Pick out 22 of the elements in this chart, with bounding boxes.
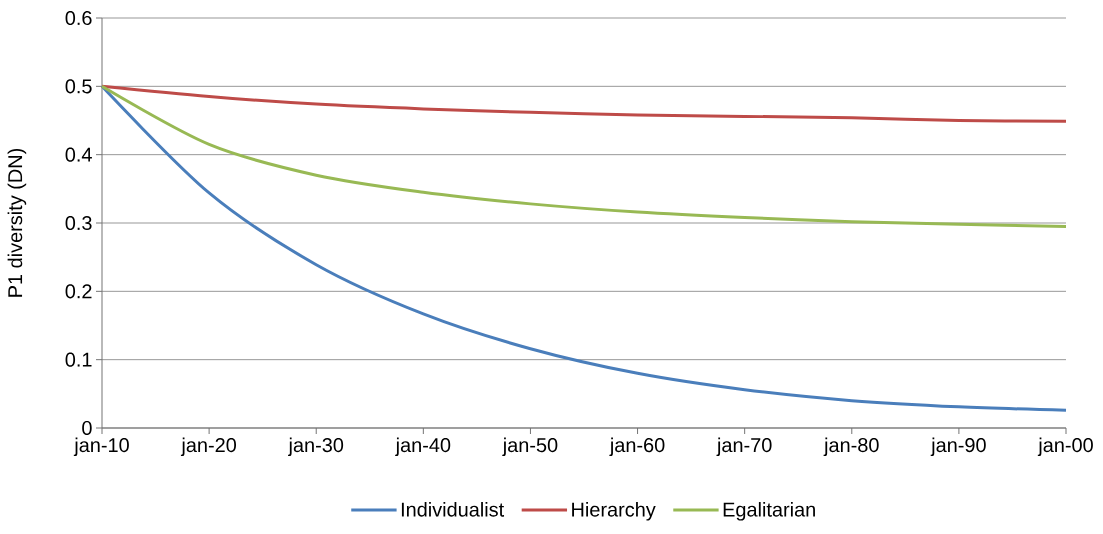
y-tick-label: 0.3 [65,215,92,231]
line-series [100,84,1068,228]
x-tick-label: jan-10 [73,437,129,457]
y-tick-label: 0.5 [65,79,92,94]
x-tick-label: jan-70 [716,437,772,457]
legend-label: Individualist [401,502,505,517]
x-tick-label: jan-30 [288,437,344,457]
legend-label: Egalitarian [723,502,815,521]
legend-label: Hierarchy [572,502,656,521]
x-tick-label: jan-50 [502,437,558,457]
y-tick-label: 0.2 [65,284,92,299]
x-tick-label: jan-40 [395,437,451,457]
y-tick-label: 0.1 [65,352,92,367]
x-tick-label: jan-20 [180,437,237,457]
y-tick-label: 0 [82,420,92,436]
x-tick-label: jan-00 [1037,437,1093,457]
y-tick-label: 0.6 [65,10,92,26]
x-tick-label: jan-80 [823,437,879,457]
y-axis-title: P1 diversity (DN) [7,148,27,297]
x-tick-label: jan-60 [609,437,665,457]
y-tick-label: 0.4 [65,147,92,162]
x-tick-label: jan-90 [930,437,986,457]
